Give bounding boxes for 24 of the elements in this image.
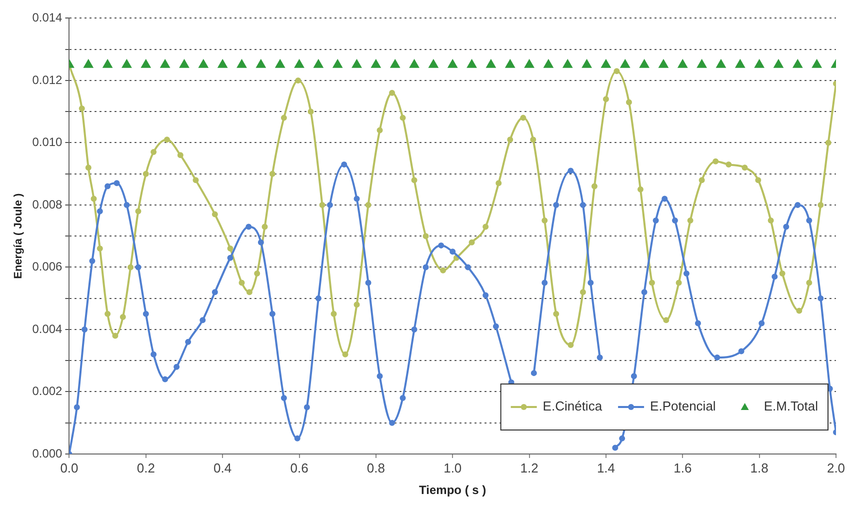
y-axis-title: Energía ( Joule ) — [12, 192, 25, 279]
y-tick-label: 0.012 — [32, 72, 63, 87]
y-tick-label: 0.008 — [32, 197, 63, 212]
x-tick-label: 0.0 — [60, 460, 78, 476]
y-tick-label: 0.006 — [32, 260, 63, 274]
legend-label: E.Cinética — [542, 398, 603, 414]
x-tick-label: 0.4 — [214, 460, 232, 476]
legend-label: E.M.Total — [764, 398, 818, 414]
y-tick-label: 0.004 — [32, 322, 63, 336]
x-tick-label: 1.6 — [674, 460, 692, 476]
x-axis-title: Tiempo ( s ) — [419, 483, 486, 498]
legend-label: E.Potencial — [650, 398, 716, 414]
y-tick-label: 0.002 — [32, 384, 63, 398]
x-tick-label: 1.4 — [596, 460, 616, 476]
x-tick-label: 1.8 — [750, 460, 768, 476]
x-tick-label: 0.8 — [366, 460, 385, 476]
y-tick-label: 0.000 — [32, 446, 63, 460]
y-tick-label: 0.014 — [32, 10, 63, 25]
x-tick-label: 1.0 — [444, 460, 462, 476]
x-tick-label: 0.6 — [290, 460, 308, 476]
x-tick-label: 1.2 — [520, 460, 538, 476]
x-tick-label: 0.2 — [136, 460, 155, 476]
y-tick-label: 0.010 — [32, 135, 63, 150]
x-tick-label: 2.0 — [826, 460, 846, 476]
